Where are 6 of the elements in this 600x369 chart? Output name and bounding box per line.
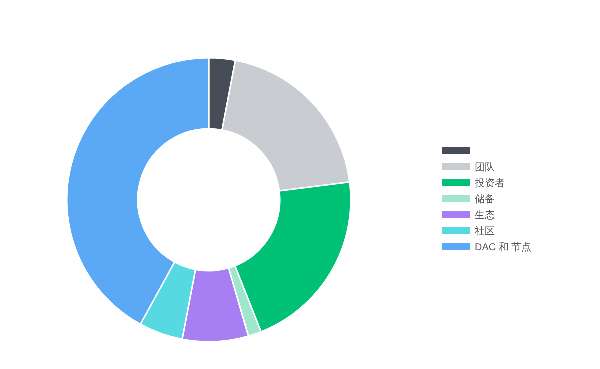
- legend-label: 团队: [475, 162, 495, 174]
- legend-label: DAC 和 节点: [475, 242, 532, 254]
- legend-label: 生态: [475, 210, 495, 222]
- legend-label: 投资者: [474, 178, 505, 190]
- legend-label: 社区: [475, 226, 495, 238]
- legend-label: 储备: [475, 194, 495, 206]
